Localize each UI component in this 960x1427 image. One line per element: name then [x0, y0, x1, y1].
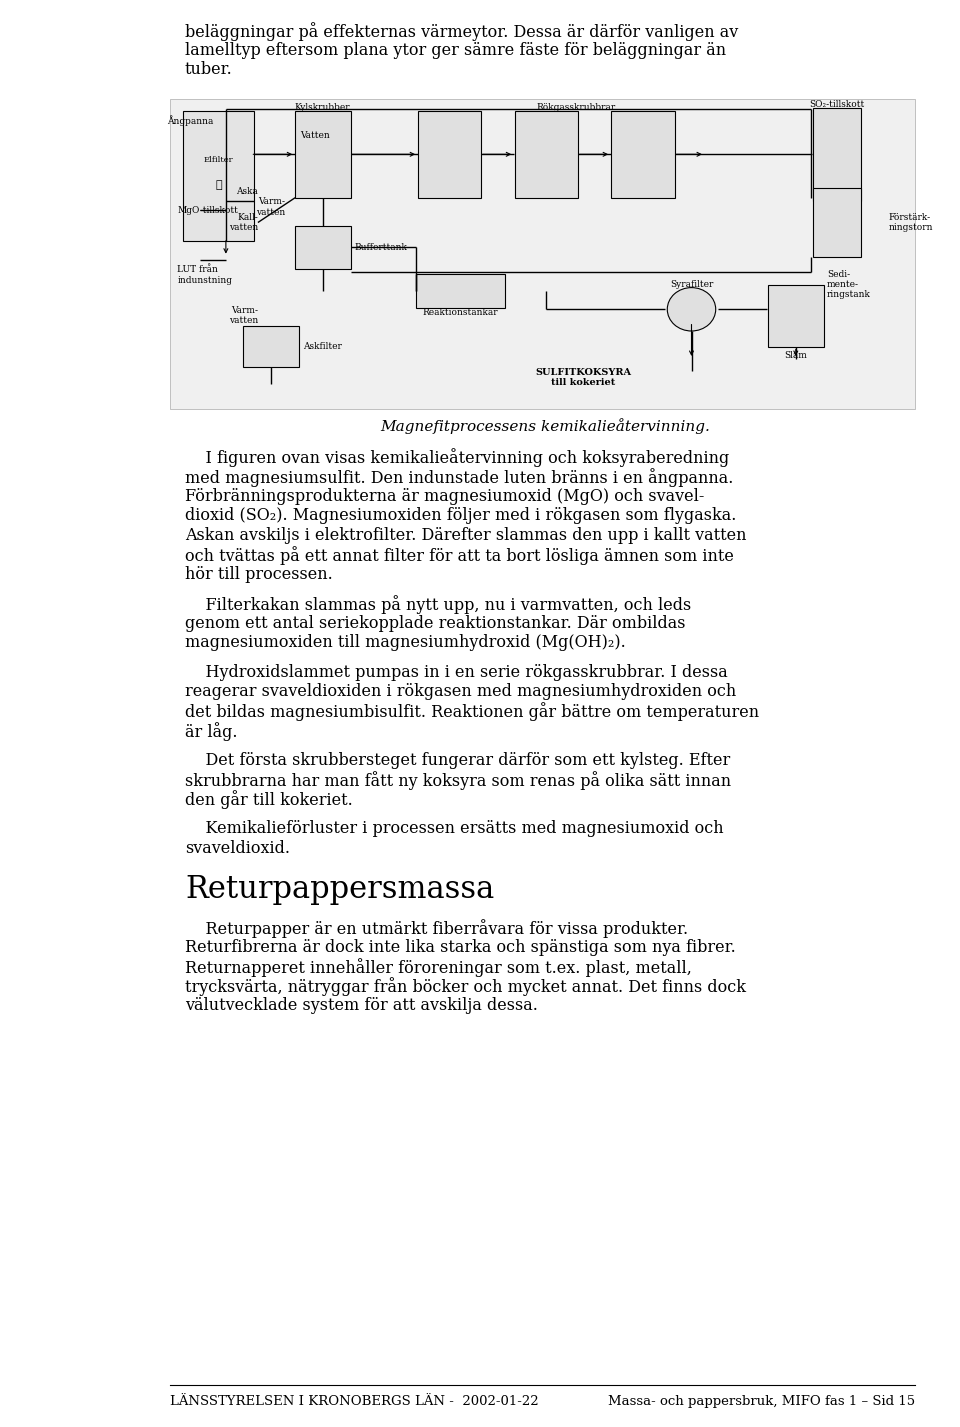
Text: Syrafilter: Syrafilter — [670, 280, 713, 290]
Bar — [170, 98, 915, 408]
Text: Massa- och pappersbruk, MIFO fas 1 – Sid 15: Massa- och pappersbruk, MIFO fas 1 – Sid… — [608, 1396, 915, 1408]
Ellipse shape — [667, 288, 716, 331]
Text: Askan avskiljs i elektrofilter. Därefter slammas den upp i kallt vatten: Askan avskiljs i elektrofilter. Därefter… — [185, 527, 747, 544]
Text: det bildas magnesiumbisulfit. Reaktionen går bättre om temperaturen: det bildas magnesiumbisulfit. Reaktionen… — [185, 702, 759, 722]
Text: Aska: Aska — [236, 187, 258, 195]
Text: Kemikalieförluster i processen ersätts med magnesiumoxid och: Kemikalieförluster i processen ersätts m… — [185, 821, 724, 838]
Text: I figuren ovan visas kemikalieåtervinning och koksyraberedning: I figuren ovan visas kemikalieåtervinnin… — [185, 448, 730, 468]
Bar — [515, 111, 578, 198]
Text: SULFITKOKSYRA
till kokeriet: SULFITKOKSYRA till kokeriet — [536, 368, 632, 387]
Text: svaveldioxid.: svaveldioxid. — [185, 839, 290, 856]
Text: Vatten: Vatten — [300, 131, 330, 140]
Text: Returpappersmassa: Returpappersmassa — [185, 873, 494, 905]
Text: lamelltyp eftersom plana ytor ger sämre fäste för beläggningar än: lamelltyp eftersom plana ytor ger sämre … — [185, 41, 726, 59]
Text: Sedi-
mente-
ringstank: Sedi- mente- ringstank — [828, 270, 871, 300]
Text: tuber.: tuber. — [185, 61, 232, 78]
Text: är låg.: är låg. — [185, 722, 237, 741]
Bar — [416, 274, 505, 308]
Bar — [295, 111, 350, 198]
Text: Reaktionstankar: Reaktionstankar — [422, 308, 498, 317]
Text: skrubbrarna har man fått ny koksyra som renas på olika sätt innan: skrubbrarna har man fått ny koksyra som … — [185, 771, 732, 791]
Bar — [183, 111, 253, 241]
Text: Förstärk-
ningstorn: Förstärk- ningstorn — [889, 213, 933, 233]
Bar — [295, 225, 350, 270]
Text: den går till kokeriet.: den går till kokeriet. — [185, 791, 352, 809]
Text: Magnefitprocessens kemikalieåtervinning.: Magnefitprocessens kemikalieåtervinning. — [380, 418, 710, 434]
Text: och tvättas på ett annat filter för att ta bort lösliga ämnen som inte: och tvättas på ett annat filter för att … — [185, 547, 733, 565]
Bar — [768, 284, 824, 347]
Text: Kall-
vatten: Kall- vatten — [228, 213, 258, 233]
Text: dioxid (SO₂). Magnesiumoxiden följer med i rökgasen som flygaska.: dioxid (SO₂). Magnesiumoxiden följer med… — [185, 507, 736, 524]
Text: MgO-tillskott: MgO-tillskott — [178, 205, 238, 214]
Text: Hydroxidslammet pumpas in i en serie rökgasskrubbrar. I dessa: Hydroxidslammet pumpas in i en serie rök… — [185, 664, 728, 681]
Bar — [418, 111, 481, 198]
Text: LÄNSSTYRELSEN I KRONOBERGS LÄN -  2002-01-22: LÄNSSTYRELSEN I KRONOBERGS LÄN - 2002-01… — [170, 1396, 539, 1408]
Bar — [812, 188, 861, 257]
Text: SO₂-tillskott: SO₂-tillskott — [809, 100, 864, 110]
Text: Filterkakan slammas på nytt upp, nu i varmvatten, och leds: Filterkakan slammas på nytt upp, nu i va… — [185, 595, 691, 614]
Text: Bufferttank: Bufferttank — [355, 243, 408, 251]
Text: Returpapper är en utmärkt fiberråvara för vissa produkter.: Returpapper är en utmärkt fiberråvara fö… — [185, 919, 688, 938]
Text: Elfilter: Elfilter — [204, 157, 233, 164]
Text: med magnesiumsulfit. Den indunstade luten bränns i en ångpanna.: med magnesiumsulfit. Den indunstade lute… — [185, 468, 733, 487]
Bar — [243, 327, 299, 367]
Text: Varm-
vatten: Varm- vatten — [228, 305, 258, 325]
Text: beläggningar på effekternas värmeytor. Dessa är därför vanligen av: beläggningar på effekternas värmeytor. D… — [185, 21, 738, 41]
Text: Slam: Slam — [784, 351, 807, 360]
Bar — [612, 111, 675, 198]
Text: Ångpanna: Ångpanna — [167, 114, 213, 126]
Text: Returnapperet innehåller föroreningar som t.ex. plast, metall,: Returnapperet innehåller föroreningar so… — [185, 958, 692, 977]
Text: välutvecklade system för att avskilja dessa.: välutvecklade system för att avskilja de… — [185, 997, 538, 1015]
Text: Returfibrerna är dock inte lika starka och spänstiga som nya fibrer.: Returfibrerna är dock inte lika starka o… — [185, 939, 735, 956]
Text: reagerar svaveldioxiden i rökgasen med magnesiumhydroxiden och: reagerar svaveldioxiden i rökgasen med m… — [185, 684, 736, 701]
Text: genom ett antal seriekopplade reaktionstankar. Där ombildas: genom ett antal seriekopplade reaktionst… — [185, 615, 685, 632]
Text: Förbränningsprodukterna är magnesiumoxid (MgO) och svavel-: Förbränningsprodukterna är magnesiumoxid… — [185, 488, 705, 505]
Text: Rökgasskrubbrar: Rökgasskrubbrar — [537, 103, 615, 113]
Text: Kylskrubber: Kylskrubber — [295, 103, 350, 113]
Text: Det första skrubbersteget fungerar därför som ett kylsteg. Efter: Det första skrubbersteget fungerar därfö… — [185, 752, 731, 769]
Text: hör till processen.: hör till processen. — [185, 565, 333, 582]
Bar — [812, 108, 861, 201]
Text: Askfilter: Askfilter — [302, 342, 342, 351]
Text: trycksvärta, nätryggar från böcker och mycket annat. Det finns dock: trycksvärta, nätryggar från böcker och m… — [185, 977, 746, 996]
Text: Varm-
vatten: Varm- vatten — [256, 197, 285, 217]
Text: magnesiumoxiden till magnesiumhydroxid (Mg(OH)₂).: magnesiumoxiden till magnesiumhydroxid (… — [185, 634, 626, 651]
Text: ⚡: ⚡ — [215, 180, 222, 190]
Text: LUT från
indunstning: LUT från indunstning — [178, 265, 232, 285]
